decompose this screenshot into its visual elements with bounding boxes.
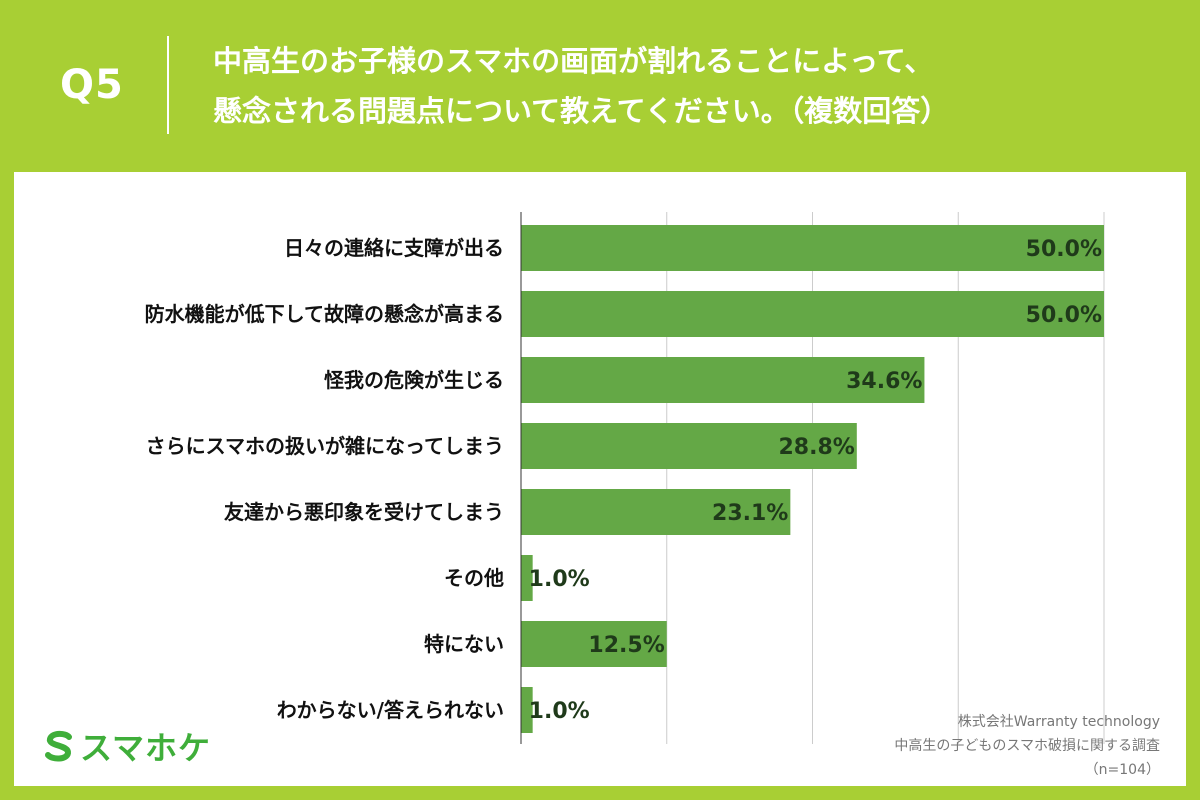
value-label: 1.0% xyxy=(529,699,590,724)
bar xyxy=(521,225,1104,271)
source-company: 株式会社Warranty technology xyxy=(957,714,1160,730)
value-label: 50.0% xyxy=(1026,303,1102,328)
question-number: Q5 xyxy=(60,62,124,108)
category-label: さらにスマホの扱いが雑になってしまう xyxy=(146,434,504,458)
chart-panel: 日々の連絡に支障が出る 50.0% 防水機能が低下して故障の懸念が高まる 50.0% 怪… xyxy=(14,172,1186,786)
category-label: 怪我の危険が生じる xyxy=(324,368,504,392)
value-label: 12.5% xyxy=(588,633,664,658)
category-label: 日々の連絡に支障が出る xyxy=(284,236,504,260)
value-label: 23.1% xyxy=(712,501,788,526)
bar xyxy=(521,621,667,667)
bar xyxy=(521,687,533,733)
question-line-2: 懸念される問題点について教えてください。（複数回答） xyxy=(213,94,950,128)
source-note: 株式会社Warranty technology 中高生の子どものスマホ破損に関す… xyxy=(894,710,1160,782)
value-label: 50.0% xyxy=(1026,237,1102,262)
question-text: 中高生のお子様のスマホの画面が割れることによって、 懸念される問題点について教え… xyxy=(213,36,1173,136)
source-survey: 中高生の子どものスマホ破損に関する調査 xyxy=(894,738,1160,754)
value-label: 28.8% xyxy=(778,435,854,460)
brand-logo: スマホケ xyxy=(42,724,211,768)
brand-name: スマホケ xyxy=(80,729,212,767)
question-line-1: 中高生のお子様のスマホの画面が割れることによって、 xyxy=(213,44,934,78)
header: Q5 中高生のお子様のスマホの画面が割れることによって、 懸念される問題点につい… xyxy=(0,0,1200,170)
value-label: 34.6% xyxy=(846,369,922,394)
category-label: その他 xyxy=(444,566,504,590)
bar xyxy=(521,357,925,403)
category-label: 防水機能が低下して故障の懸念が高まる xyxy=(145,302,504,326)
category-label: 友達から悪印象を受けてしまう xyxy=(224,500,504,524)
bar xyxy=(521,423,857,469)
bar xyxy=(521,555,533,601)
category-label: 特にない xyxy=(424,632,504,656)
bar xyxy=(521,291,1104,337)
header-divider xyxy=(167,36,169,134)
bar-chart: 日々の連絡に支障が出る 50.0% 防水機能が低下して故障の懸念が高まる 50.0% 怪… xyxy=(145,212,1105,744)
s-logo-icon xyxy=(45,730,72,762)
source-sample: （n=104） xyxy=(1084,762,1160,778)
bar xyxy=(521,489,791,535)
value-label: 1.0% xyxy=(529,567,590,592)
category-label: わからない/答えられない xyxy=(277,698,504,722)
